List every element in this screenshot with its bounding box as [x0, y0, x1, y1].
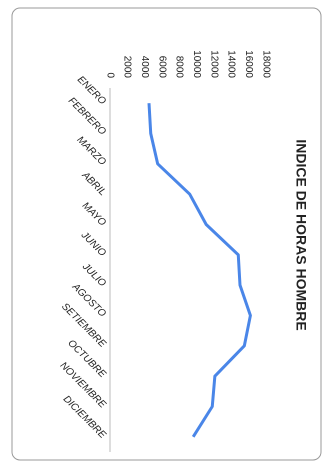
data-line — [147, 103, 252, 438]
y-tick-label: 8000 — [174, 56, 185, 79]
y-tick-label: 2000 — [122, 56, 133, 79]
x-tick-label: ABRIL — [79, 169, 108, 198]
y-tick-label: 16000 — [243, 50, 254, 78]
y-tick-label: 6000 — [156, 56, 167, 79]
y-tick-label: 4000 — [139, 56, 150, 79]
y-tick-label: 10000 — [191, 50, 202, 78]
x-tick-label: JUNIO — [78, 229, 108, 259]
y-tick-label: 12000 — [208, 50, 219, 78]
x-tick-label: JULIO — [79, 261, 108, 290]
x-tick-label: MAYO — [80, 200, 108, 228]
x-tick-label: MARZO — [74, 135, 107, 168]
y-tick-label: 18000 — [260, 50, 271, 78]
chart-border — [11, 7, 322, 461]
y-tick-label: 0 — [104, 72, 115, 78]
chart-title: INDICE DE HORAS HOMBRE — [293, 139, 309, 330]
y-tick-label: 14000 — [226, 50, 237, 78]
